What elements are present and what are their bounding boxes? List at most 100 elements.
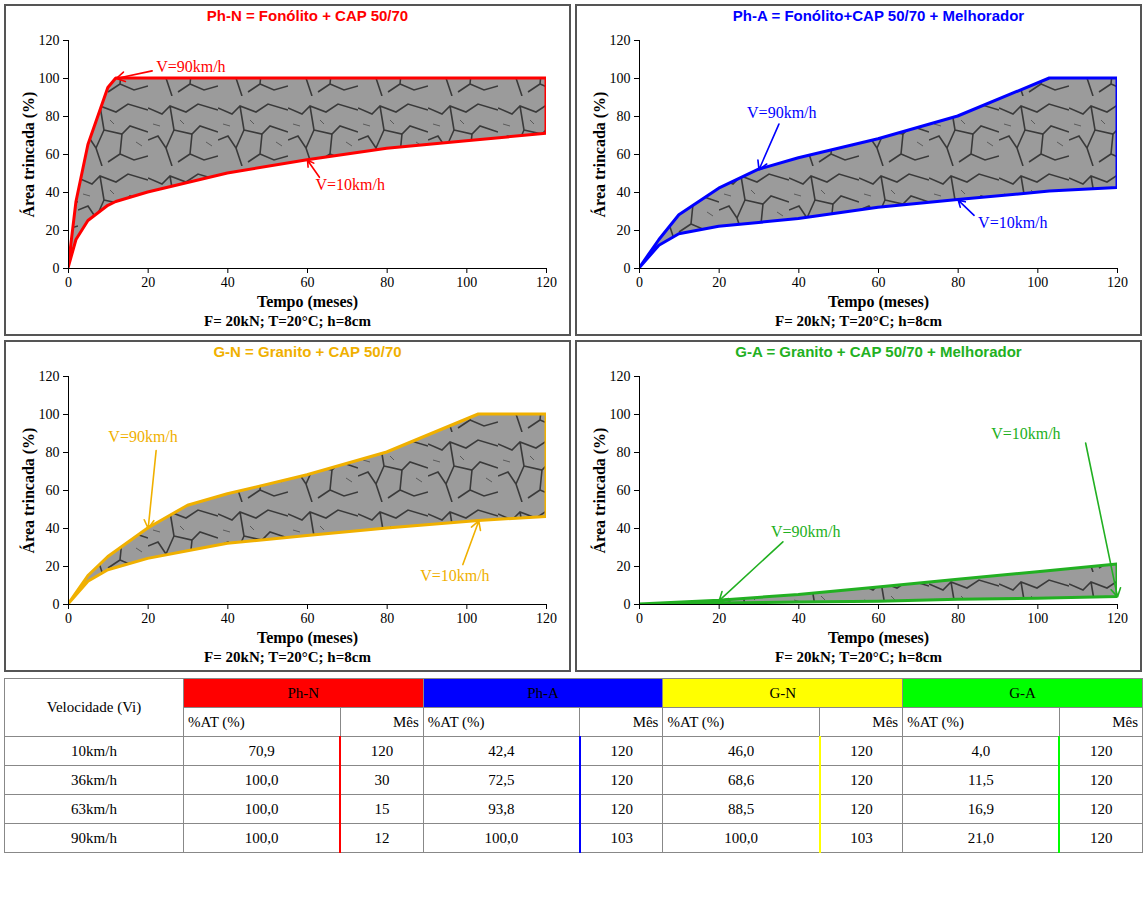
html-text:Mês: Mês (392, 713, 419, 730)
svg-text:0: 0 (52, 597, 59, 612)
svg-text:20: 20 (45, 559, 59, 574)
html-text:120: 120 (850, 742, 873, 759)
svg-text:80: 80 (951, 611, 965, 626)
svg-text:Tempo (meses): Tempo (meses) (827, 629, 928, 647)
svg-text:40: 40 (45, 185, 59, 200)
html-text:72,5: 72,5 (488, 771, 515, 788)
svg-text:V=90km/h: V=90km/h (770, 523, 839, 540)
svg-text:V=90km/h: V=90km/h (747, 104, 816, 121)
svg-text:0: 0 (636, 611, 643, 626)
svg-text:80: 80 (45, 445, 59, 460)
svg-text:60: 60 (871, 275, 885, 290)
html-text:G-N: G-N (769, 684, 797, 701)
html-text:Ph-A: Ph-A (527, 684, 559, 701)
svg-text:Área trincada (%): Área trincada (%) (18, 92, 37, 218)
svg-text:V=90km/h: V=90km/h (156, 58, 225, 75)
svg-text:80: 80 (616, 445, 630, 460)
html-text:G-N = Granito + CAP 50/70: G-N = Granito + CAP 50/70 (213, 343, 402, 360)
svg-text:V=10km/h: V=10km/h (991, 425, 1060, 442)
svg-text:120: 120 (609, 369, 630, 384)
svg-text:60: 60 (45, 147, 59, 162)
svg-text:40: 40 (45, 521, 59, 536)
html-text:36km/h: 36km/h (71, 771, 117, 788)
svg-text:100: 100 (1027, 275, 1048, 290)
html-text:%AT (%): %AT (%) (188, 713, 245, 730)
svg-text:Tempo (meses): Tempo (meses) (827, 293, 928, 311)
svg-text:40: 40 (791, 611, 805, 626)
svg-text:V=10km/h: V=10km/h (315, 176, 384, 193)
svg-text:20: 20 (141, 275, 155, 290)
svg-text:100: 100 (1027, 611, 1048, 626)
svg-text:Área trincada (%): Área trincada (%) (18, 428, 37, 554)
svg-text:60: 60 (616, 483, 630, 498)
svg-text:60: 60 (45, 483, 59, 498)
svg-text:Tempo (meses): Tempo (meses) (256, 629, 357, 647)
svg-text:Área trincada (%): Área trincada (%) (589, 92, 608, 218)
svg-text:0: 0 (636, 275, 643, 290)
html-text:G-A = Granito + CAP 50/70 + Me: G-A = Granito + CAP 50/70 + Melhorador (735, 343, 1022, 360)
svg-text:Tempo (meses): Tempo (meses) (256, 293, 357, 311)
svg-text:V=10km/h: V=10km/h (978, 214, 1047, 231)
svg-text:40: 40 (220, 275, 234, 290)
svg-text:120: 120 (1107, 275, 1128, 290)
svg-text:Área trincada (%): Área trincada (%) (589, 428, 608, 554)
html-text:10km/h: 10km/h (71, 742, 117, 759)
svg-text:80: 80 (616, 109, 630, 124)
svg-text:20: 20 (616, 223, 630, 238)
html-text:120: 120 (610, 742, 633, 759)
svg-text:100: 100 (456, 611, 477, 626)
svg-text:20: 20 (712, 611, 726, 626)
svg-text:120: 120 (1107, 611, 1128, 626)
html-text:%AT (%): %AT (%) (427, 713, 485, 730)
svg-text:100: 100 (609, 71, 630, 86)
svg-text:60: 60 (871, 611, 885, 626)
svg-text:20: 20 (712, 275, 726, 290)
svg-text:V=90km/h: V=90km/h (108, 428, 177, 445)
svg-text:80: 80 (380, 611, 394, 626)
svg-text:40: 40 (220, 611, 234, 626)
html-text:70,9: 70,9 (248, 742, 275, 759)
svg-text:20: 20 (616, 559, 630, 574)
html-text:46,0: 46,0 (728, 742, 755, 759)
svg-text:40: 40 (616, 185, 630, 200)
svg-text:V=10km/h: V=10km/h (420, 567, 489, 584)
svg-text:120: 120 (38, 369, 59, 384)
svg-text:120: 120 (536, 275, 557, 290)
html-text:Ph-N = Fonólito + CAP 50/70: Ph-N = Fonólito + CAP 50/70 (206, 7, 409, 24)
html-text:%AT (%): %AT (%) (907, 713, 964, 730)
html-text:Mês: Mês (1112, 713, 1138, 730)
html-text:120: 120 (370, 742, 394, 759)
html-text:%AT (%): %AT (%) (667, 713, 725, 730)
html-text:120: 120 (1090, 742, 1113, 759)
svg-text:0: 0 (52, 261, 59, 276)
html-text:G-A: G-A (1009, 684, 1036, 701)
svg-text:80: 80 (951, 275, 965, 290)
svg-text:60: 60 (616, 147, 630, 162)
svg-text:40: 40 (791, 275, 805, 290)
svg-text:60: 60 (300, 275, 314, 290)
svg-text:120: 120 (38, 33, 59, 48)
html-text:Ph-A = Fonólito+CAP 50/70 + Me: Ph-A = Fonólito+CAP 50/70 + Melhorador (732, 7, 1025, 24)
svg-text:20: 20 (141, 611, 155, 626)
html-text:Ph-N: Ph-N (287, 684, 320, 701)
svg-text:0: 0 (65, 275, 72, 290)
html-text:4,0: 4,0 (971, 742, 991, 759)
html-text:Mês: Mês (872, 713, 899, 730)
svg-text:20: 20 (45, 223, 59, 238)
svg-text:100: 100 (38, 71, 59, 86)
svg-text:100: 100 (456, 275, 477, 290)
svg-text:100: 100 (38, 407, 59, 422)
svg-text:80: 80 (380, 275, 394, 290)
svg-text:100: 100 (609, 407, 630, 422)
svg-text:120: 120 (609, 33, 630, 48)
svg-text:0: 0 (65, 611, 72, 626)
svg-text:60: 60 (300, 611, 314, 626)
svg-text:0: 0 (623, 597, 630, 612)
html-text:Mês: Mês (632, 713, 659, 730)
html-text:42,4: 42,4 (488, 742, 515, 759)
svg-text:80: 80 (45, 109, 59, 124)
svg-text:40: 40 (616, 521, 630, 536)
svg-text:0: 0 (623, 261, 630, 276)
html-text:100,0: 100,0 (244, 771, 279, 788)
svg-text:120: 120 (536, 611, 557, 626)
